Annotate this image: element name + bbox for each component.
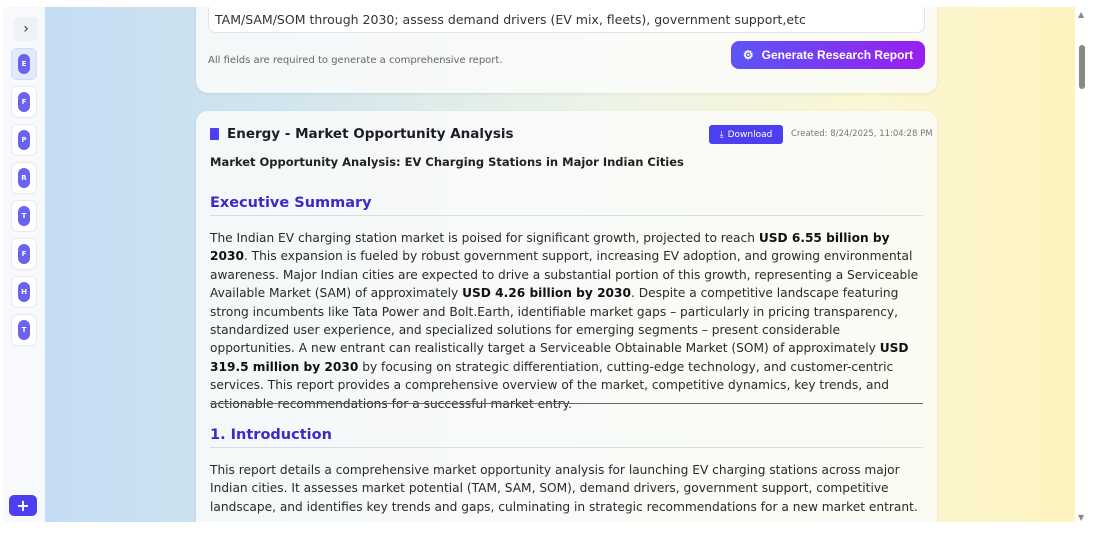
scrollbar[interactable]: ▲ ▼ — [1075, 7, 1093, 522]
sidebar-item-badge: F — [18, 92, 30, 112]
document-icon — [210, 128, 219, 140]
text-segment: . Despite a competitive landscape featur… — [210, 286, 899, 356]
bold-figure: USD 6.55 billion by 2030 — [210, 231, 890, 264]
bold-figure: USD 4.26 billion by 2030 — [462, 286, 631, 301]
text-segment: This report details a comprehensive mark… — [210, 463, 918, 514]
download-button[interactable]: ⤓ Download — [709, 125, 783, 144]
text-segment: The Indian EV charging station market is… — [210, 231, 759, 245]
sidebar-item-badge: E — [18, 54, 30, 74]
download-label: Download — [727, 129, 773, 140]
section-paragraph: The Indian EV charging station market is… — [210, 229, 925, 413]
sidebar-item-badge: R — [18, 168, 30, 188]
sidebar-item-p[interactable]: P — [11, 124, 37, 156]
sidebar-item-badge: H — [18, 282, 30, 302]
scroll-down-icon[interactable]: ▼ — [1078, 513, 1085, 522]
sidebar-item-e[interactable]: E — [11, 48, 37, 80]
gears-icon: ⚙ — [742, 48, 754, 62]
required-note: All fields are required to generate a co… — [208, 55, 503, 66]
divider — [210, 403, 923, 404]
bold-figure: USD 319.5 million by 2030 — [210, 341, 909, 374]
generate-label: Generate Research Report — [761, 48, 914, 62]
report-card: Energy - Market Opportunity Analysis ⤓ D… — [196, 111, 937, 522]
sidebar-item-badge: T — [18, 206, 30, 226]
chevron-right-icon: › — [23, 21, 29, 37]
expand-sidebar-button[interactable]: › — [14, 17, 38, 41]
main-content: TAM/SAM/SOM through 2030; assess demand … — [45, 7, 1075, 522]
generate-report-button[interactable]: ⚙ Generate Research Report — [731, 41, 925, 69]
description-textarea[interactable]: TAM/SAM/SOM through 2030; assess demand … — [208, 7, 925, 33]
created-timestamp: Created: 8/24/2025, 11:04:28 PM — [791, 129, 933, 139]
sidebar-item-badge: F — [18, 244, 30, 264]
section-heading: 1. Introduction — [210, 427, 923, 448]
report-title: Energy - Market Opportunity Analysis — [210, 126, 514, 142]
sidebar-item-f[interactable]: F — [11, 238, 37, 270]
text-segment: . This expansion is fueled by robust gov… — [210, 249, 919, 301]
sidebar-item-f[interactable]: F — [11, 86, 37, 118]
add-button[interactable]: + — [9, 495, 37, 516]
sidebar-item-r[interactable]: R — [11, 162, 37, 194]
research-form: TAM/SAM/SOM through 2030; assess demand … — [196, 7, 937, 93]
section-heading: Executive Summary — [210, 195, 923, 216]
sidebar-item-t[interactable]: T — [11, 314, 37, 346]
sidebar-item-badge: T — [18, 320, 30, 340]
scroll-up-icon[interactable]: ▲ — [1078, 10, 1085, 19]
sidebar-item-h[interactable]: H — [11, 276, 37, 308]
section-paragraph: This report details a comprehensive mark… — [210, 461, 925, 516]
sidebar-item-badge: P — [18, 130, 30, 150]
sidebar-item-t[interactable]: T — [11, 200, 37, 232]
download-icon: ⤓ — [719, 129, 724, 140]
scrollbar-thumb[interactable] — [1079, 45, 1085, 89]
report-title-text: Energy - Market Opportunity Analysis — [227, 126, 514, 142]
report-subtitle: Market Opportunity Analysis: EV Charging… — [210, 155, 684, 169]
